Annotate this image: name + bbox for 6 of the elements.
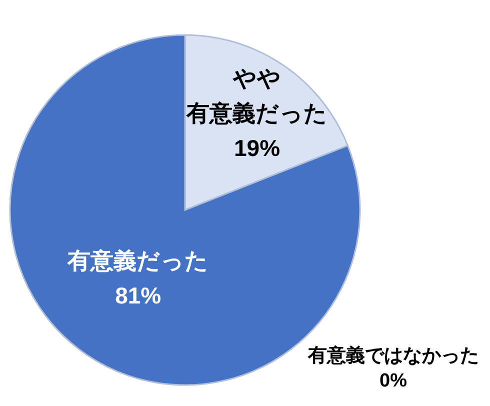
text: 0% [380,370,407,392]
slice-label: やや有意義だった [186,65,328,126]
category-label: 有意義ではなかった [308,345,479,366]
data-label: 19% [234,135,280,162]
slice-label: 有意義だった [66,248,209,274]
data-label: 81% [115,282,162,309]
